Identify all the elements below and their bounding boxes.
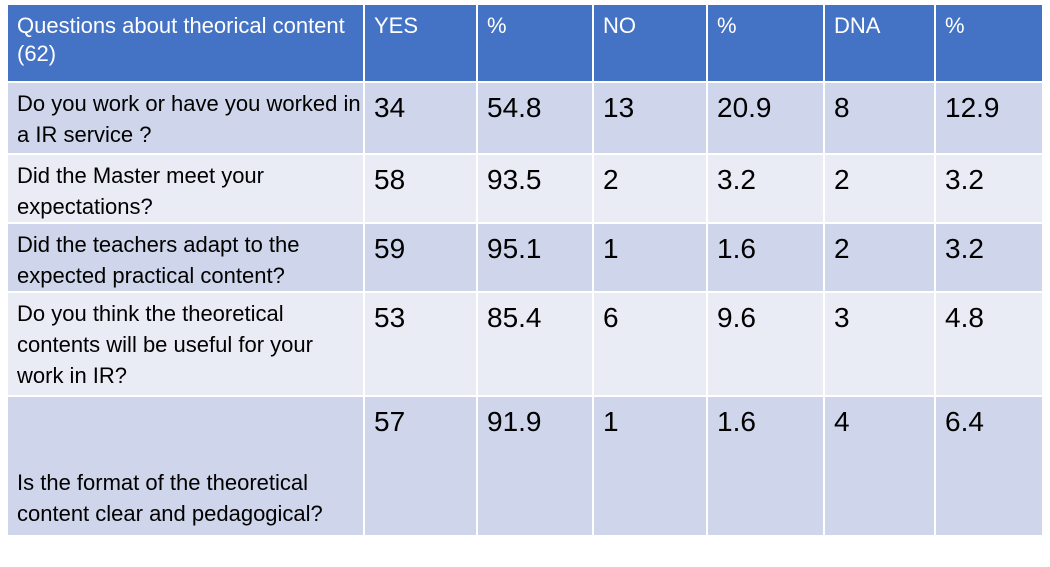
header-row: Questions about theorical content (62) Y…	[6, 3, 1044, 83]
no-count-cell: 1	[592, 222, 708, 293]
no-percent-cell: 20.9	[706, 81, 825, 155]
table-row: Did the Master meet your expectations? 5…	[6, 153, 1044, 224]
header-no-percent: %	[706, 3, 825, 83]
question-cell: Did the teachers adapt to the expected p…	[6, 222, 365, 293]
yes-count-cell: 58	[363, 153, 478, 224]
yes-count-cell: 53	[363, 291, 478, 397]
yes-percent-cell: 93.5	[476, 153, 594, 224]
no-percent-cell: 1.6	[706, 222, 825, 293]
dna-count-cell: 2	[823, 222, 936, 293]
no-percent-cell: 1.6	[706, 395, 825, 537]
survey-results-table: Questions about theorical content (62) Y…	[6, 3, 1044, 537]
yes-count-cell: 59	[363, 222, 478, 293]
dna-count-cell: 4	[823, 395, 936, 537]
no-count-cell: 6	[592, 291, 708, 397]
header-question: Questions about theorical content (62)	[6, 3, 365, 83]
no-count-cell: 1	[592, 395, 708, 537]
no-percent-cell: 3.2	[706, 153, 825, 224]
dna-percent-cell: 4.8	[934, 291, 1044, 397]
dna-percent-cell: 6.4	[934, 395, 1044, 537]
header-dna-percent: %	[934, 3, 1044, 83]
dna-count-cell: 3	[823, 291, 936, 397]
dna-percent-cell: 12.9	[934, 81, 1044, 155]
question-cell: Did the Master meet your expectations?	[6, 153, 365, 224]
table-row: Did the teachers adapt to the expected p…	[6, 222, 1044, 293]
table-row: Is the format of the theoretical content…	[6, 395, 1044, 537]
no-percent-cell: 9.6	[706, 291, 825, 397]
yes-count-cell: 57	[363, 395, 478, 537]
table-row: Do you think the theoretical contents wi…	[6, 291, 1044, 397]
header-yes: YES	[363, 3, 478, 83]
dna-percent-cell: 3.2	[934, 222, 1044, 293]
yes-percent-cell: 95.1	[476, 222, 594, 293]
header-yes-percent: %	[476, 3, 594, 83]
no-count-cell: 2	[592, 153, 708, 224]
no-count-cell: 13	[592, 81, 708, 155]
question-cell: Is the format of the theoretical content…	[6, 395, 365, 537]
yes-percent-cell: 85.4	[476, 291, 594, 397]
dna-count-cell: 8	[823, 81, 936, 155]
question-cell: Do you work or have you worked in a IR s…	[6, 81, 365, 155]
yes-percent-cell: 54.8	[476, 81, 594, 155]
yes-percent-cell: 91.9	[476, 395, 594, 537]
question-cell: Do you think the theoretical contents wi…	[6, 291, 365, 397]
dna-percent-cell: 3.2	[934, 153, 1044, 224]
header-no: NO	[592, 3, 708, 83]
dna-count-cell: 2	[823, 153, 936, 224]
table-row: Do you work or have you worked in a IR s…	[6, 81, 1044, 155]
header-dna: DNA	[823, 3, 936, 83]
yes-count-cell: 34	[363, 81, 478, 155]
